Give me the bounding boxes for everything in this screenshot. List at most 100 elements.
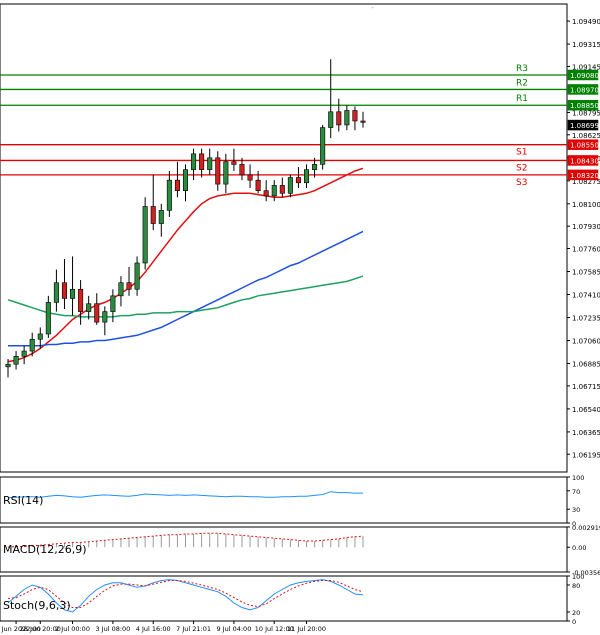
indicator-tick-label: 70 <box>572 488 580 496</box>
candle-body <box>142 206 148 264</box>
indicator-frame <box>0 526 568 573</box>
level-price-r2-bg <box>567 84 599 95</box>
candle-body <box>312 164 318 170</box>
candle <box>142 197 148 270</box>
candle <box>328 59 334 139</box>
x-tick-label: 11 Jul 20:00 <box>287 625 326 633</box>
y-tick-label: 1.08100 <box>572 201 600 209</box>
indicator-tick-label: 0 <box>572 520 576 528</box>
candle <box>134 256 140 296</box>
candle-body <box>45 302 51 335</box>
indicator-name: RSI(14) <box>3 494 43 507</box>
candle-body <box>61 282 67 299</box>
y-tick-label: 1.09145 <box>572 63 600 71</box>
indicator-tick-label: 20 <box>572 609 580 617</box>
candle <box>279 177 285 198</box>
level-price-s3: 1.08320 <box>567 169 599 181</box>
candle <box>255 170 261 194</box>
y-tick-label: 1.07060 <box>572 338 600 346</box>
indicator-line <box>7 579 364 613</box>
candle-body <box>13 356 19 365</box>
x-tick-label: 28 Jun 20:00 <box>20 625 61 633</box>
candle <box>223 153 229 194</box>
candle-body <box>239 164 245 176</box>
level-price-s3-bg <box>567 169 599 181</box>
candle <box>61 259 67 309</box>
y-tick-label: 1.07410 <box>572 292 600 300</box>
level-label-r1: R1 <box>516 94 528 104</box>
moving-average-line <box>8 230 364 347</box>
x-tick-label: 10 Jul 12:00 <box>255 625 294 633</box>
candle-body <box>304 169 310 184</box>
candle <box>312 157 318 178</box>
candle <box>102 306 108 336</box>
chart-corner-marker: - <box>371 3 374 12</box>
indicator-tick-label: 0.002919 <box>572 524 600 532</box>
candle <box>94 293 100 325</box>
candle <box>231 148 237 171</box>
candle-body <box>344 110 350 126</box>
y-tick-label: 1.06195 <box>572 451 600 459</box>
candle-body <box>223 161 229 185</box>
candle-body <box>295 177 301 184</box>
indicator-name: Stoch(9,6,3) <box>3 599 71 612</box>
indicator-tick-label: -0.00356 <box>572 569 600 577</box>
level-price-r1: 1.08850 <box>567 99 599 111</box>
current-price-badge-bg <box>567 119 599 131</box>
level-label-s1: S1 <box>516 148 527 158</box>
level-label-s2: S2 <box>516 163 527 173</box>
candle <box>37 327 43 349</box>
candle <box>247 164 253 189</box>
candle-body <box>166 179 172 211</box>
level-price-s2-text: 1.08430 <box>570 157 599 165</box>
x-tick-label: 27 Jun 2022:00 <box>0 625 41 633</box>
level-price-s2-bg <box>567 155 599 166</box>
indicator-line <box>7 491 363 499</box>
y-tick-label: 1.07235 <box>572 315 600 323</box>
price-panel: - 1.09490 1.09315 1.09145 1.08795 1.08625 1.08… <box>0 3 600 473</box>
candle <box>215 151 221 191</box>
x-tick-label: 4 Jul 16:00 <box>136 625 171 633</box>
candle <box>166 170 172 217</box>
candle-body <box>21 350 27 357</box>
level-price-s1: 1.08550 <box>567 139 599 150</box>
candle-body <box>320 127 326 165</box>
candle <box>78 280 84 325</box>
candle <box>320 124 326 170</box>
current-price-badge-text: 1.08699 <box>570 122 599 130</box>
y-tick-label: 1.06885 <box>572 361 600 369</box>
candle-body <box>191 153 197 170</box>
candle-body <box>279 185 285 194</box>
candle <box>174 161 180 198</box>
level-label-r2: R2 <box>516 78 528 88</box>
indicator-tick-label: 100 <box>572 573 584 581</box>
rsi-panel: 100 70 30 0 RSI(14) <box>0 474 584 528</box>
candle <box>207 148 213 175</box>
y-tick-label: 1.07930 <box>572 223 600 231</box>
current-price-badge: 1.08699 <box>567 119 599 131</box>
candle <box>13 351 19 370</box>
candle-body <box>255 179 261 191</box>
candle-body <box>174 179 180 191</box>
y-tick-label: 1.06365 <box>572 429 600 437</box>
candle <box>352 106 358 131</box>
candle-body <box>328 111 334 128</box>
candle-body <box>352 110 358 122</box>
indicator-line <box>7 580 364 608</box>
level-price-r3-bg <box>567 69 599 81</box>
level-price-s1-bg <box>567 139 599 150</box>
level-price-r1-text: 1.08850 <box>570 102 599 110</box>
candle-body <box>37 333 43 340</box>
candle <box>45 295 51 338</box>
candle <box>126 266 132 296</box>
candle-body <box>158 210 164 224</box>
candle <box>304 164 310 189</box>
x-tick-label: 7 Jul 21:01 <box>176 625 211 633</box>
candle <box>360 111 366 128</box>
candle-body <box>118 282 124 297</box>
x-tick-label: 2 Jul 00:00 <box>55 625 90 633</box>
candle <box>287 174 293 198</box>
candle-body <box>70 288 76 299</box>
candle-body <box>207 157 213 170</box>
